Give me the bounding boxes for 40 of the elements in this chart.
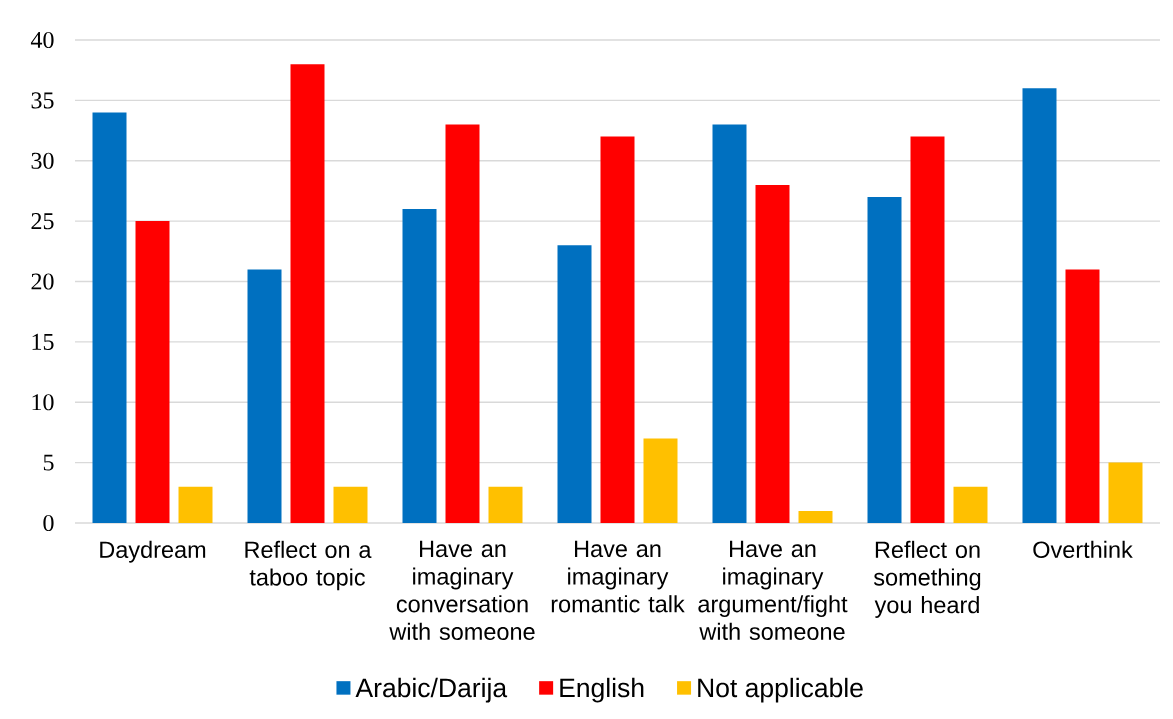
bar	[1065, 269, 1100, 523]
y-tick-label: 20	[31, 273, 54, 290]
y-tick-label: 0	[43, 514, 54, 532]
y-tick-label: 35	[31, 92, 54, 109]
bar	[445, 124, 480, 523]
y-tick-label: 10	[32, 394, 54, 411]
bar	[755, 184, 790, 523]
x-tick-label: Have an imaginary conversation with someone	[389, 540, 535, 640]
bar	[798, 510, 833, 523]
y-tick-label: 40	[30, 31, 54, 49]
bar	[488, 486, 523, 523]
bar	[910, 136, 945, 523]
legend-label: Not applicable	[698, 677, 863, 703]
bar	[402, 209, 437, 523]
bar	[290, 64, 325, 523]
bar	[600, 136, 635, 523]
bar	[135, 221, 170, 523]
bar	[557, 245, 592, 523]
bar	[178, 486, 213, 523]
x-tick-label: Reflect on something you heard	[873, 540, 981, 618]
x-tick-label: Reflect on a taboo topic	[245, 540, 372, 591]
y-tick-label: 30	[31, 152, 54, 169]
bar	[1108, 462, 1143, 523]
y-tick-label: 5	[43, 454, 54, 471]
bar	[867, 196, 902, 523]
bar	[92, 112, 127, 523]
bar	[247, 269, 282, 523]
bar	[643, 438, 678, 523]
y-tick-label: 15	[32, 333, 54, 350]
x-tick-label: Have an imaginary romantic talk	[551, 540, 685, 613]
legend-label: Arabic/Darija	[355, 677, 508, 703]
bar	[1022, 88, 1057, 523]
bar	[953, 486, 988, 523]
x-tick-label: Have an imaginary argument/fight with someone	[698, 540, 848, 640]
bar	[333, 486, 368, 523]
bar	[712, 124, 747, 523]
x-tick-label: Daydream	[100, 540, 206, 563]
x-tick-label: Overthink	[1033, 540, 1133, 559]
legend-label: English	[560, 677, 644, 703]
y-tick-label: 25	[31, 213, 54, 230]
